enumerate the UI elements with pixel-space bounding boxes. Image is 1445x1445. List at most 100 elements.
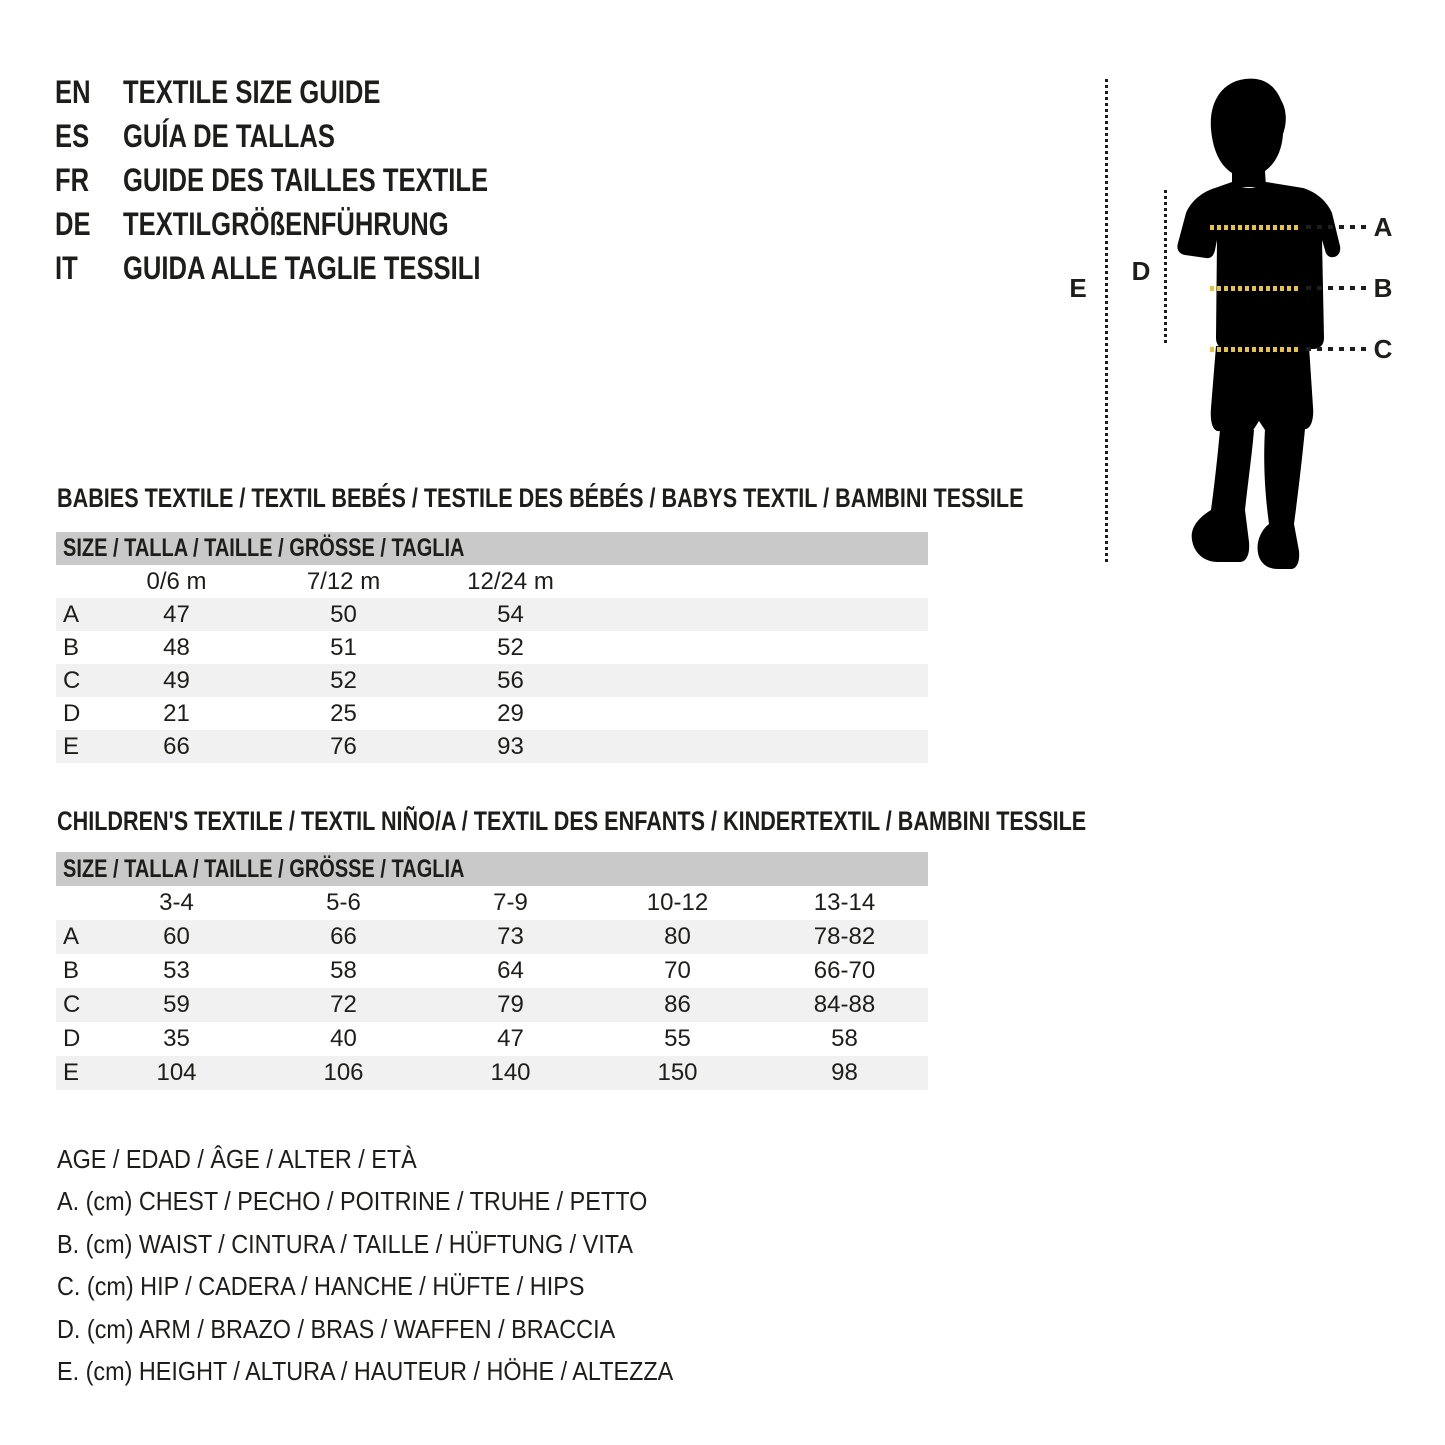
language-code: IT (55, 250, 123, 287)
table-cell: 70 (664, 957, 691, 984)
table-row: B 53 58 64 70 66-70 (56, 954, 928, 988)
size-header-text: SIZE / TALLA / TAILLE / GRÖSSE / TAGLIA (63, 854, 465, 883)
language-code-text: FR (55, 161, 90, 198)
table-cell: 53 (163, 957, 190, 984)
row-label: B (63, 633, 80, 661)
table-cell: 49 (163, 666, 190, 694)
column-header-cell: 3-4 (159, 889, 194, 916)
table-cell: 86 (664, 991, 691, 1018)
arm-measure-line-d (1164, 190, 1167, 343)
table-row: C 59 72 79 86 84-88 (56, 988, 928, 1022)
page-title-es: GUÍA DE TALLAS (123, 118, 388, 155)
measure-label-b-text: B (1373, 272, 1393, 303)
language-code: EN (55, 74, 123, 111)
language-code: FR (55, 162, 123, 199)
row-label: C (63, 666, 81, 694)
table-cell: 93 (497, 732, 524, 760)
table-cell: 104 (156, 1059, 197, 1086)
table-row: A 47 50 54 (56, 598, 928, 631)
legend-line-text: B. (cm) WAIST / CINTURA / TAILLE / HÜFTU… (57, 1228, 633, 1259)
table-cell: 54 (497, 600, 524, 628)
page-title-text: TEXTILGRÖßENFÜHRUNG (123, 205, 449, 242)
height-measure-line-e (1105, 79, 1108, 562)
page-title-text: GUÍA DE TALLAS (123, 117, 335, 154)
measure-label-b: B (1368, 272, 1398, 304)
size-table-babies: SIZE / TALLA / TAILLE / GRÖSSE / TAGLIA … (56, 532, 928, 763)
page-title-text: TEXTILE SIZE GUIDE (123, 73, 381, 110)
language-row: FR GUIDE DES TAILLES TEXTILE (55, 158, 579, 202)
babies-section-title-text: BABIES TEXTILE / TEXTIL BEBÉS / TESTILE … (57, 483, 1024, 513)
waist-dash-yellow (1210, 286, 1298, 291)
measure-label-d-text: D (1131, 255, 1151, 286)
chest-dash-black (1306, 225, 1368, 229)
page-title-it: GUIDA ALLE TAGLIE TESSILI (123, 250, 570, 287)
column-header-cell: 5-6 (326, 889, 361, 916)
legend-line-text: A. (cm) CHEST / PECHO / POITRINE / TRUHE… (57, 1186, 648, 1217)
table-row: B 48 51 52 (56, 631, 928, 664)
table-row: E 66 76 93 (56, 730, 928, 763)
legend-line-height: E. (cm) HEIGHT / ALTURA / HAUTEUR / HÖHE… (57, 1351, 742, 1394)
table-cell: 50 (330, 600, 357, 628)
row-label: E (63, 1059, 80, 1086)
table-cell: 55 (664, 1025, 691, 1052)
column-header-cell: 0/6 m (146, 567, 207, 595)
table-cell: 21 (163, 699, 190, 727)
page-title: TEXTILE SIZE GUIDE (123, 74, 445, 111)
table-cell: 47 (497, 1025, 524, 1052)
row-label: D (63, 699, 81, 727)
table-cell: 51 (330, 633, 357, 661)
table-cell: 52 (497, 633, 524, 661)
children-section-title-text: CHILDREN'S TEXTILE / TEXTIL NIÑO/A / TEX… (57, 806, 1087, 836)
measure-label-c-text: C (1373, 333, 1393, 364)
table-cell: 66 (163, 732, 190, 760)
table-row: C 49 52 56 (56, 664, 928, 697)
language-code-text: IT (55, 249, 78, 286)
table-cell: 150 (657, 1059, 698, 1086)
row-label: A (63, 600, 80, 628)
table-header-bar: SIZE / TALLA / TAILLE / GRÖSSE / TAGLIA (56, 852, 928, 886)
table-cell: 84-88 (813, 991, 876, 1018)
language-code-text: EN (55, 73, 91, 110)
column-header-row: 3-4 5-6 7-9 10-12 13-14 (56, 886, 928, 920)
table-cell: 64 (497, 957, 524, 984)
column-header-cell: 10-12 (646, 889, 709, 916)
measure-label-e: E (1065, 272, 1091, 304)
table-cell: 47 (163, 600, 190, 628)
language-header: EN TEXTILE SIZE GUIDE ES GUÍA DE TALLAS … (55, 70, 579, 290)
column-header-cell: 7-9 (493, 889, 528, 916)
babies-section-title: BABIES TEXTILE / TEXTIL BEBÉS / TESTILE … (57, 483, 1265, 513)
table-row: D 21 25 29 (56, 697, 928, 730)
table-row: D 35 40 47 55 58 (56, 1022, 928, 1056)
table-cell: 66 (330, 923, 357, 950)
row-label: D (63, 1025, 81, 1052)
children-section-title: CHILDREN'S TEXTILE / TEXTIL NIÑO/A / TEX… (57, 806, 1344, 836)
table-cell: 58 (831, 1025, 858, 1052)
chest-dash-yellow (1210, 225, 1300, 230)
legend-line-age: AGE / EDAD / ÂGE / ALTER / ETÀ (57, 1138, 742, 1181)
table-header-bar: SIZE / TALLA / TAILLE / GRÖSSE / TAGLIA (56, 532, 928, 565)
table-cell: 140 (490, 1059, 531, 1086)
legend-line-text: E. (cm) HEIGHT / ALTURA / HAUTEUR / HÖHE… (57, 1356, 674, 1387)
column-header-cell: 12/24 m (467, 567, 554, 595)
legend-line-arm: D. (cm) ARM / BRAZO / BRAS / WAFFEN / BR… (57, 1308, 742, 1351)
column-header-cell: 7/12 m (306, 567, 381, 595)
page-title-de: TEXTILGRÖßENFÜHRUNG (123, 206, 530, 243)
language-row: IT GUIDA ALLE TAGLIE TESSILI (55, 246, 579, 290)
measure-label-e-text: E (1069, 272, 1087, 303)
language-code: DE (55, 206, 123, 243)
hip-dash-yellow (1210, 347, 1300, 352)
table-cell: 40 (330, 1025, 357, 1052)
legend-line-waist: B. (cm) WAIST / CINTURA / TAILLE / HÜFTU… (57, 1223, 742, 1266)
row-label: C (63, 991, 81, 1018)
page-title-fr: GUIDE DES TAILLES TEXTILE (123, 162, 579, 199)
table-cell: 72 (330, 991, 357, 1018)
language-code-text: ES (55, 117, 90, 154)
measure-label-d: D (1128, 255, 1154, 287)
size-table-children: SIZE / TALLA / TAILLE / GRÖSSE / TAGLIA … (56, 852, 928, 1090)
size-header-text: SIZE / TALLA / TAILLE / GRÖSSE / TAGLIA (63, 534, 465, 562)
language-code: ES (55, 118, 123, 155)
measure-label-a-text: A (1373, 211, 1393, 242)
hip-dash-black (1306, 347, 1368, 351)
language-row: ES GUÍA DE TALLAS (55, 114, 579, 158)
